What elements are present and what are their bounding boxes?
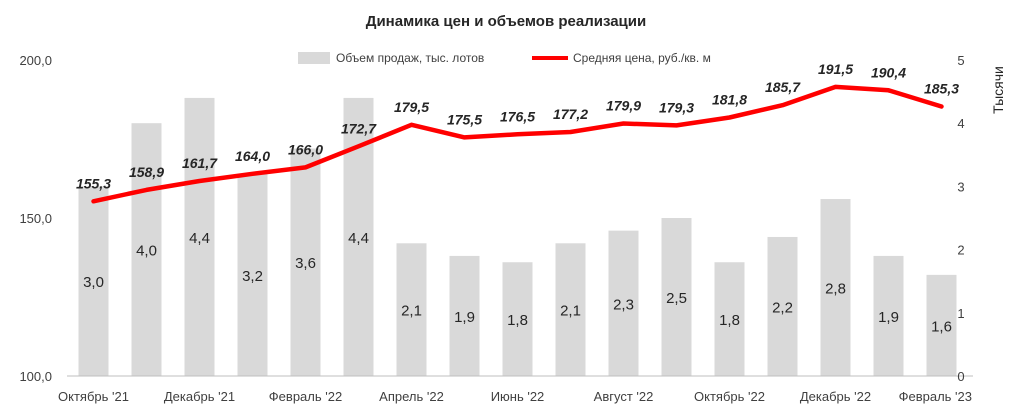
y-right-tick-label: 0: [957, 369, 964, 384]
x-tick-label: Октябрь '22: [694, 389, 765, 404]
bar-labels: 3,0 4,0 4,4 3,2 3,6 4,4 2,1 1,9 1,8 2,1 2,3 2,5 1,8 2…: [83, 230, 952, 335]
price-value-label: 179,5: [394, 99, 429, 115]
legend-label-line: Средняя цена, руб./кв. м: [573, 51, 711, 65]
price-value-label: 161,7: [182, 155, 218, 171]
bar-value-label: 2,5: [666, 290, 687, 307]
x-tick-label: Февраль '22: [269, 389, 342, 404]
price-value-label: 172,7: [341, 120, 377, 136]
bar: [608, 230, 639, 376]
price-labels: 155,3 158,9 161,7 164,0 166,0 172,7 179,5 175,5…: [76, 61, 959, 191]
price-value-label: 166,0: [288, 141, 323, 157]
bar-value-label: 1,8: [507, 312, 528, 329]
bar: [290, 148, 321, 376]
x-tick-label: Декабрь '22: [800, 389, 871, 404]
bar-value-label: 4,0: [136, 243, 157, 260]
y-right-tick-label: 5: [957, 53, 964, 68]
bar: [873, 255, 904, 376]
bar-value-label: 2,8: [825, 281, 846, 298]
bar-value-label: 2,3: [613, 296, 634, 313]
price-value-label: 176,5: [500, 108, 535, 124]
price-value-label: 181,8: [712, 92, 747, 108]
bar-value-label: 1,9: [878, 309, 899, 326]
bar-value-label: 3,2: [242, 268, 263, 285]
x-tick-label: Июнь '22: [491, 389, 545, 404]
bar: [237, 173, 268, 376]
price-value-label: 155,3: [76, 175, 111, 191]
x-tick-label: Апрель '22: [379, 389, 444, 404]
price-value-label: 185,7: [765, 79, 801, 95]
x-tick-label: Декабрь '21: [164, 389, 235, 404]
bar: [449, 255, 480, 376]
y-right-tick-label: 1: [957, 306, 964, 321]
price-value-label: 185,3: [924, 80, 959, 96]
price-value-label: 177,2: [553, 106, 588, 122]
y-right-tick-label: 2: [957, 243, 964, 258]
bar-value-label: 2,1: [401, 303, 422, 320]
bar: [555, 243, 586, 376]
x-tick-label: Август '22: [594, 389, 654, 404]
price-value-label: 179,9: [606, 98, 641, 114]
bar-value-label: 1,6: [931, 318, 952, 335]
line-series: [91, 84, 944, 204]
legend-label-bars: Объем продаж, тыс. лотов: [336, 51, 484, 65]
y-left-axis: 100,0 150,0 200,0: [19, 53, 52, 384]
y-right-tick-label: 3: [957, 179, 964, 194]
price-line: [91, 84, 944, 204]
price-value-label: 191,5: [818, 61, 853, 77]
bar-value-label: 3,0: [83, 274, 104, 291]
price-value-label: 158,9: [129, 164, 164, 180]
bar: [926, 274, 957, 376]
bar: [131, 123, 162, 376]
bar-value-label: 2,1: [560, 303, 581, 320]
bar-value-label: 4,4: [348, 230, 369, 247]
bar: [502, 262, 533, 376]
legend-swatch-bars: [298, 52, 330, 64]
legend: Объем продаж, тыс. лотов Средняя цена, р…: [298, 51, 711, 65]
bar: [714, 262, 745, 376]
chart-title: Динамика цен и объемов реализации: [366, 13, 646, 30]
bar: [661, 218, 692, 376]
bar-value-label: 3,6: [295, 255, 316, 272]
bar-value-label: 4,4: [189, 230, 210, 247]
y-right-axis: 0 1 2 3 4 5: [957, 53, 964, 384]
x-tick-label: Октябрь '21: [58, 389, 129, 404]
y-right-tick-label: 4: [957, 116, 964, 131]
y-left-tick-label: 100,0: [19, 369, 52, 384]
price-value-label: 190,4: [871, 64, 906, 80]
bar: [396, 243, 427, 376]
bar: [820, 199, 851, 376]
bar-value-label: 2,2: [772, 299, 793, 316]
bar-value-label: 1,9: [454, 309, 475, 326]
bar-series: [78, 97, 957, 377]
bar: [767, 236, 798, 376]
y-left-tick-label: 150,0: [19, 211, 52, 226]
x-axis: Октябрь '21 Декабрь '21 Февраль '22 Апрель …: [58, 389, 972, 404]
price-value-label: 175,5: [447, 111, 482, 127]
price-value-label: 179,3: [659, 99, 694, 115]
price-value-label: 164,0: [235, 148, 270, 164]
y-right-axis-title: Тысячи: [990, 66, 1006, 114]
bar-value-label: 1,8: [719, 312, 740, 329]
bar: [78, 186, 109, 376]
bar: [184, 97, 215, 377]
x-tick-label: Февраль '23: [899, 389, 972, 404]
y-left-tick-label: 200,0: [19, 53, 52, 68]
